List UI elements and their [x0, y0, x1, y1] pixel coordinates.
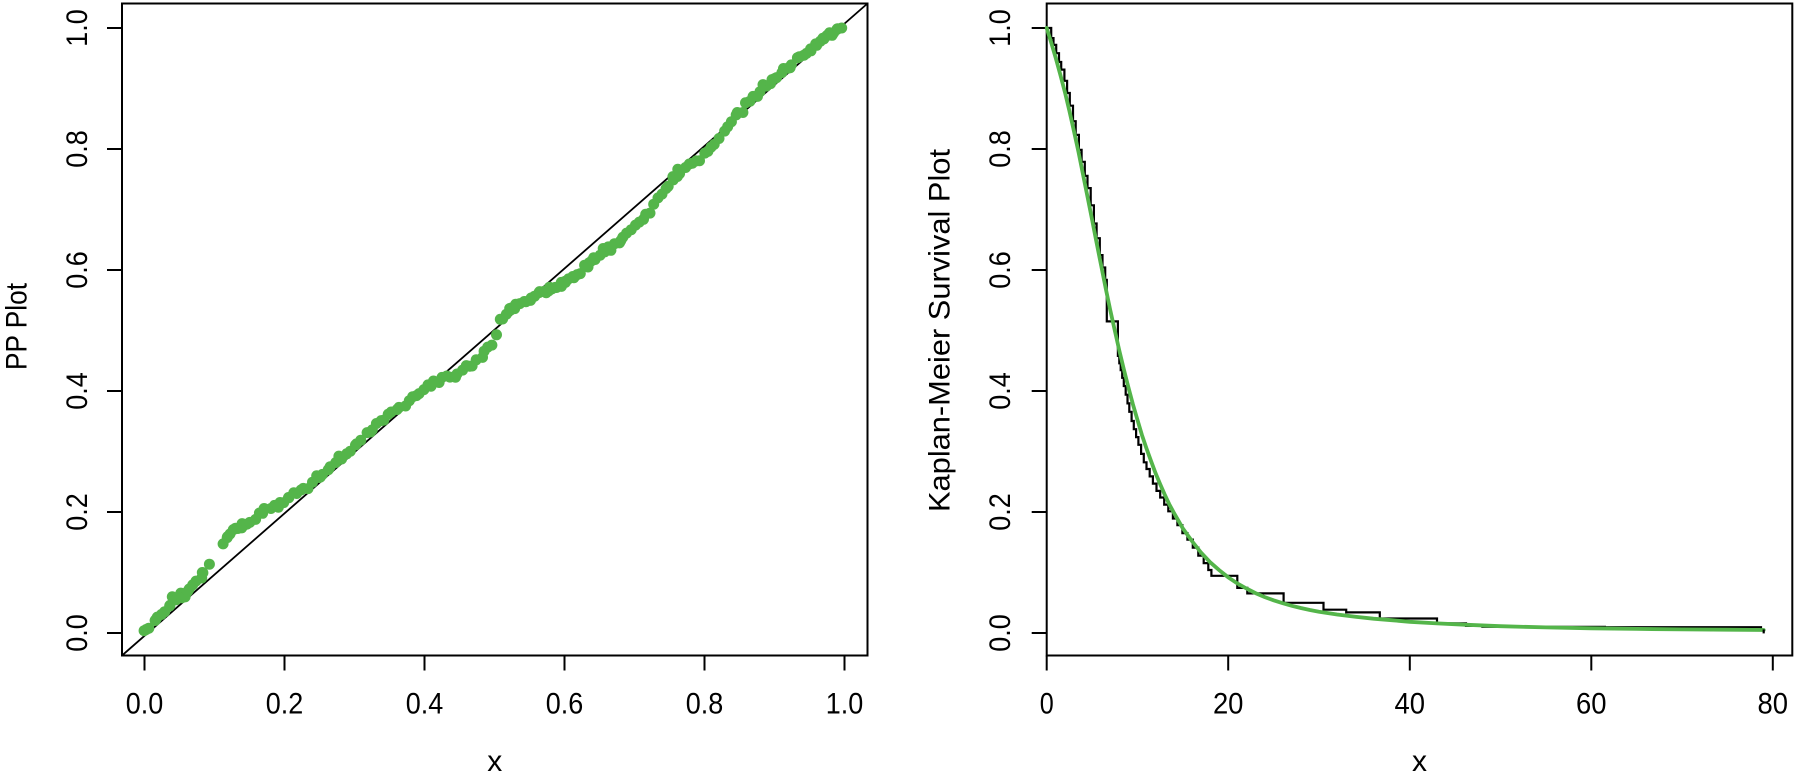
- svg-text:0.4: 0.4: [61, 372, 94, 410]
- svg-text:0.6: 0.6: [984, 251, 1017, 289]
- svg-text:0.2: 0.2: [61, 493, 94, 531]
- svg-text:80: 80: [1758, 688, 1789, 721]
- svg-text:x: x: [1412, 745, 1427, 778]
- svg-text:40: 40: [1395, 688, 1426, 721]
- svg-text:60: 60: [1576, 688, 1607, 721]
- svg-text:0.8: 0.8: [61, 130, 94, 168]
- svg-text:0.6: 0.6: [546, 688, 584, 721]
- svg-text:0.4: 0.4: [406, 688, 444, 721]
- svg-text:1.0: 1.0: [826, 688, 864, 721]
- svg-text:0.2: 0.2: [266, 688, 304, 721]
- svg-text:0.0: 0.0: [61, 614, 94, 652]
- svg-text:Kaplan-Meier Survival Plot: Kaplan-Meier Survival Plot: [924, 148, 957, 512]
- svg-text:0.0: 0.0: [126, 688, 164, 721]
- svg-text:PP Plot: PP Plot: [1, 282, 34, 370]
- svg-text:1.0: 1.0: [984, 9, 1017, 47]
- svg-text:x: x: [487, 745, 502, 778]
- svg-text:0.8: 0.8: [984, 130, 1017, 168]
- svg-text:0.6: 0.6: [61, 251, 94, 289]
- svg-text:20: 20: [1213, 688, 1244, 721]
- svg-text:0.8: 0.8: [686, 688, 724, 721]
- svg-text:0.4: 0.4: [984, 372, 1017, 410]
- svg-text:1.0: 1.0: [61, 9, 94, 47]
- svg-text:0.2: 0.2: [984, 493, 1017, 531]
- svg-text:0.0: 0.0: [984, 614, 1017, 652]
- svg-text:0: 0: [1040, 688, 1054, 721]
